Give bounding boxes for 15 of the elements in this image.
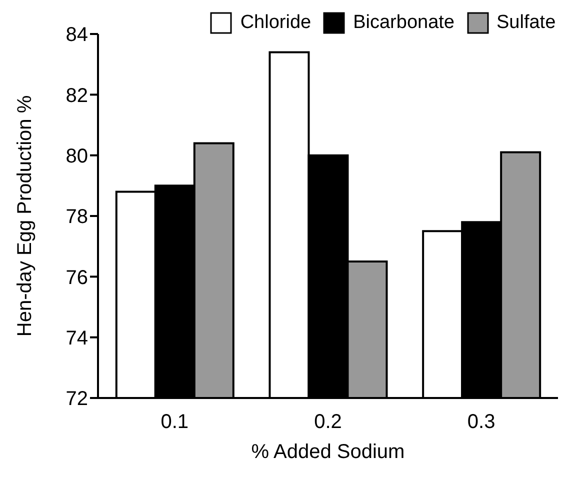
y-axis-title: Hen-day Egg Production % [14, 95, 36, 337]
y-tick-label: 76 [66, 266, 88, 289]
y-tick-label: 84 [66, 24, 88, 46]
y-tick-label: 74 [66, 327, 88, 350]
legend-label: Sulfate [496, 12, 556, 34]
legend-label: Chloride [240, 12, 312, 34]
x-tick-label: 0.1 [160, 411, 189, 434]
legend-label: Bicarbonate [353, 12, 454, 34]
x-axis-title: % Added Sodium [251, 441, 405, 463]
y-tick-label: 80 [66, 145, 88, 168]
y-tick-label: 82 [66, 84, 88, 107]
x-tick-label: 0.3 [467, 411, 496, 434]
x-tick-label: 0.2 [314, 411, 342, 434]
y-tick-label: 78 [66, 206, 88, 228]
y-tick-label: 72 [66, 388, 88, 410]
